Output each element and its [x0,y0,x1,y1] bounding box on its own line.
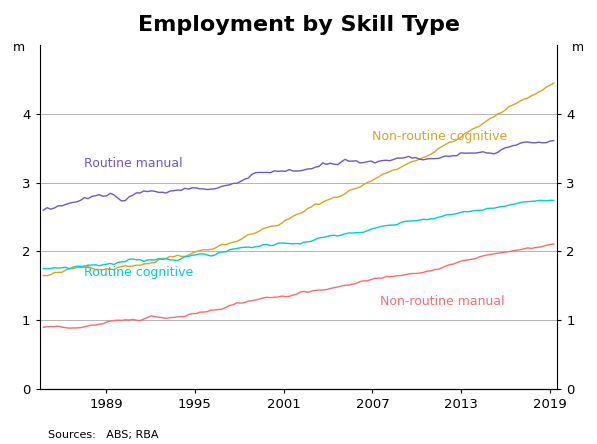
Title: Employment by Skill Type: Employment by Skill Type [137,15,460,35]
Text: Sources:   ABS; RBA: Sources: ABS; RBA [48,429,158,440]
Text: Non-routine manual: Non-routine manual [380,295,504,308]
Text: Routine manual: Routine manual [84,158,183,170]
Text: Non-routine cognitive: Non-routine cognitive [373,130,507,143]
Text: Routine cognitive: Routine cognitive [84,266,193,279]
Y-axis label: m: m [572,41,584,55]
Y-axis label: m: m [13,41,25,55]
